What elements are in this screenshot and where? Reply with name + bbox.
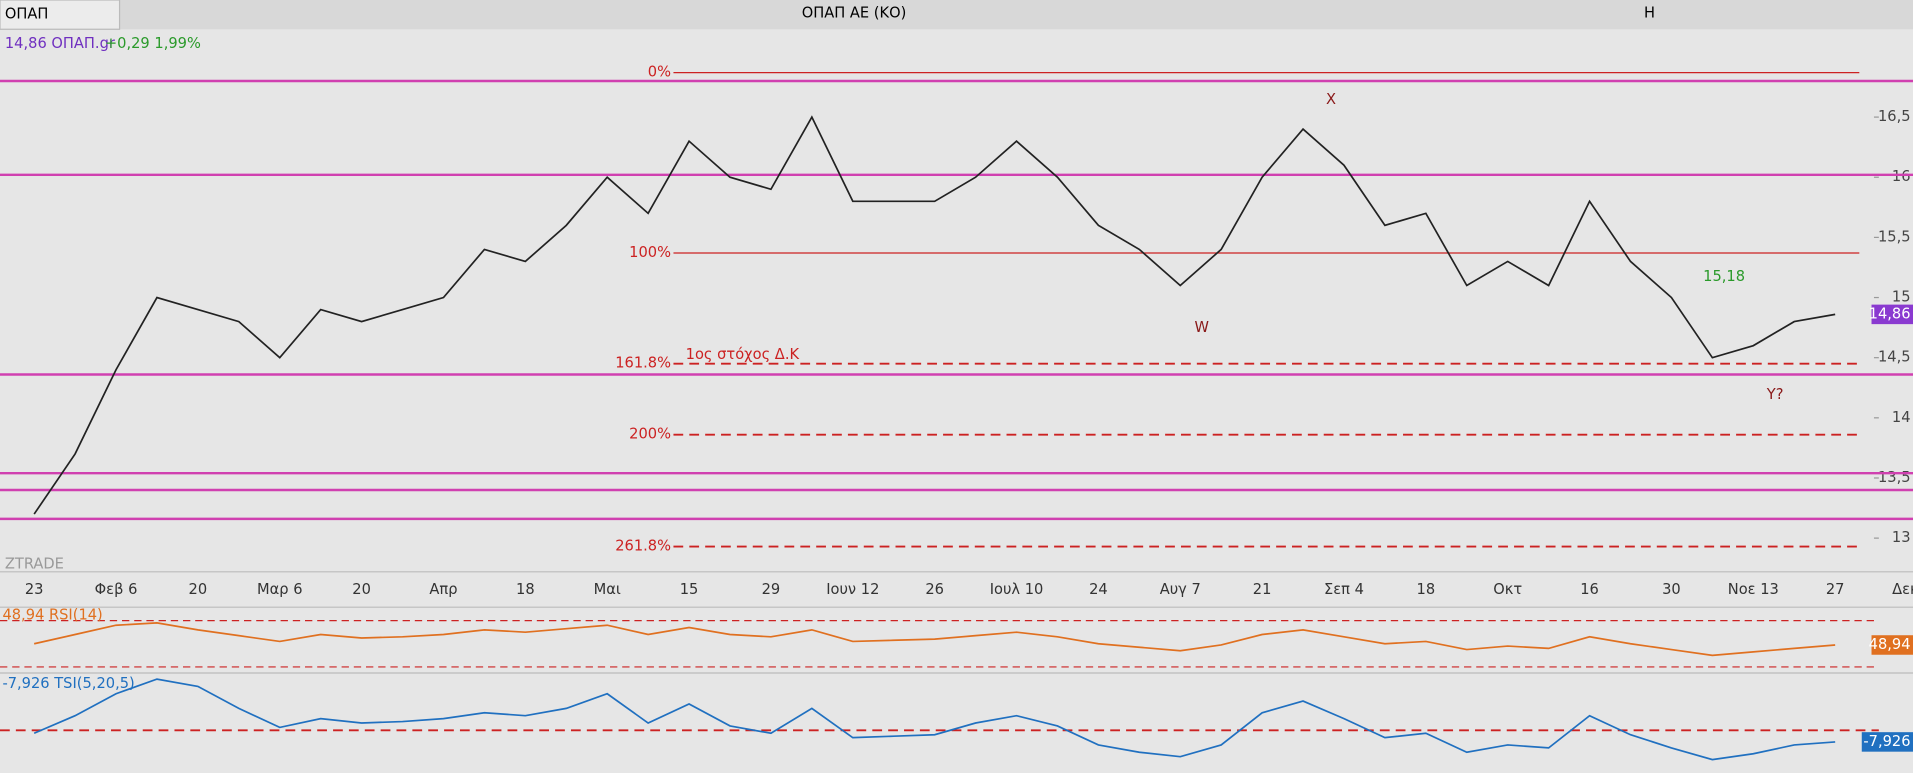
y-tick-label: 14	[1892, 409, 1911, 426]
price-line	[33, 115, 1836, 515]
x-tick-label: Δεκ 11	[1892, 581, 1913, 598]
rsi-line	[33, 622, 1836, 657]
y-tick-label: 15	[1892, 289, 1911, 306]
x-tick-label: Μαρ 6	[257, 581, 303, 598]
x-tick-label: 18	[1417, 581, 1436, 598]
wave-w: W	[1194, 319, 1208, 336]
x-tick-label: 30	[1662, 581, 1681, 598]
target-text: 1ος στόχος Δ.Κ	[686, 346, 800, 363]
x-tick-label: 26	[925, 581, 944, 598]
tsi-line	[33, 678, 1836, 761]
x-tick-label: Οκτ	[1493, 581, 1522, 598]
fib-label: 0%	[648, 64, 671, 81]
tab-label: ΟΠΑΠ	[5, 6, 49, 23]
fib-label: 261.8%	[615, 538, 671, 555]
x-tick-label: 16	[1580, 581, 1599, 598]
x-tick-label: 15	[680, 581, 699, 598]
x-tick-label: Φεβ 6	[95, 581, 138, 598]
y-tick-label: 15,5	[1878, 228, 1911, 245]
last-price-box	[1871, 304, 1913, 325]
tsi-name: -7,926 TSI(5,20,5)	[2, 675, 134, 692]
x-tick-label: 20	[352, 581, 371, 598]
fib-label: 100%	[629, 244, 671, 261]
quote: 14,86 ΟΠΑΠ.gr	[5, 35, 116, 52]
x-tick-label: 20	[189, 581, 208, 598]
level-text: 15,18	[1703, 268, 1745, 285]
y-tick-label: 14,5	[1878, 349, 1911, 366]
x-tick-label: Νοε 13	[1728, 581, 1779, 598]
watermark: ZTRADE	[5, 556, 64, 573]
window-title: ΟΠΑΠ ΑΕ (ΚΟ)	[802, 4, 907, 21]
y-tick-label: 13,5	[1878, 469, 1911, 486]
x-tick-label: 21	[1253, 581, 1272, 598]
x-tick-label: Απρ	[429, 581, 457, 598]
title-bar	[0, 0, 1913, 30]
last-price: 14,86	[1869, 305, 1911, 322]
button-h[interactable]: H	[1644, 4, 1655, 21]
rsi-name: 48,94 RSI(14)	[2, 607, 102, 624]
x-tick-label: 29	[762, 581, 781, 598]
x-tick-label: 24	[1089, 581, 1108, 598]
tab[interactable]	[0, 0, 121, 30]
x-tick-label: Μαι	[594, 581, 621, 598]
tsi-last: -7,926	[1863, 733, 1910, 750]
x-tick-label: 27	[1826, 581, 1845, 598]
fib-label: 161.8%	[615, 355, 671, 372]
x-tick-label: Σεπ 4	[1324, 581, 1364, 598]
x-tick-label: Ιουν 12	[826, 581, 879, 598]
rsi-last: 48,94	[1869, 636, 1911, 653]
fib-label: 200%	[629, 426, 671, 443]
tsi-box	[1861, 732, 1913, 752]
wave-x: X	[1326, 91, 1336, 108]
x-tick-label: 23	[25, 581, 44, 598]
x-tick-label: Αυγ 7	[1160, 581, 1201, 598]
x-tick-label: 18	[516, 581, 535, 598]
change: +0,29 1,99%	[105, 35, 201, 52]
wave-y: Y?	[1766, 386, 1784, 403]
rsi-box	[1871, 635, 1913, 655]
y-tick-label: 13	[1892, 529, 1911, 546]
y-tick-label: 16,5	[1878, 108, 1911, 125]
y-tick-label: 16	[1892, 168, 1911, 185]
x-tick-label: Ιουλ 10	[990, 581, 1044, 598]
